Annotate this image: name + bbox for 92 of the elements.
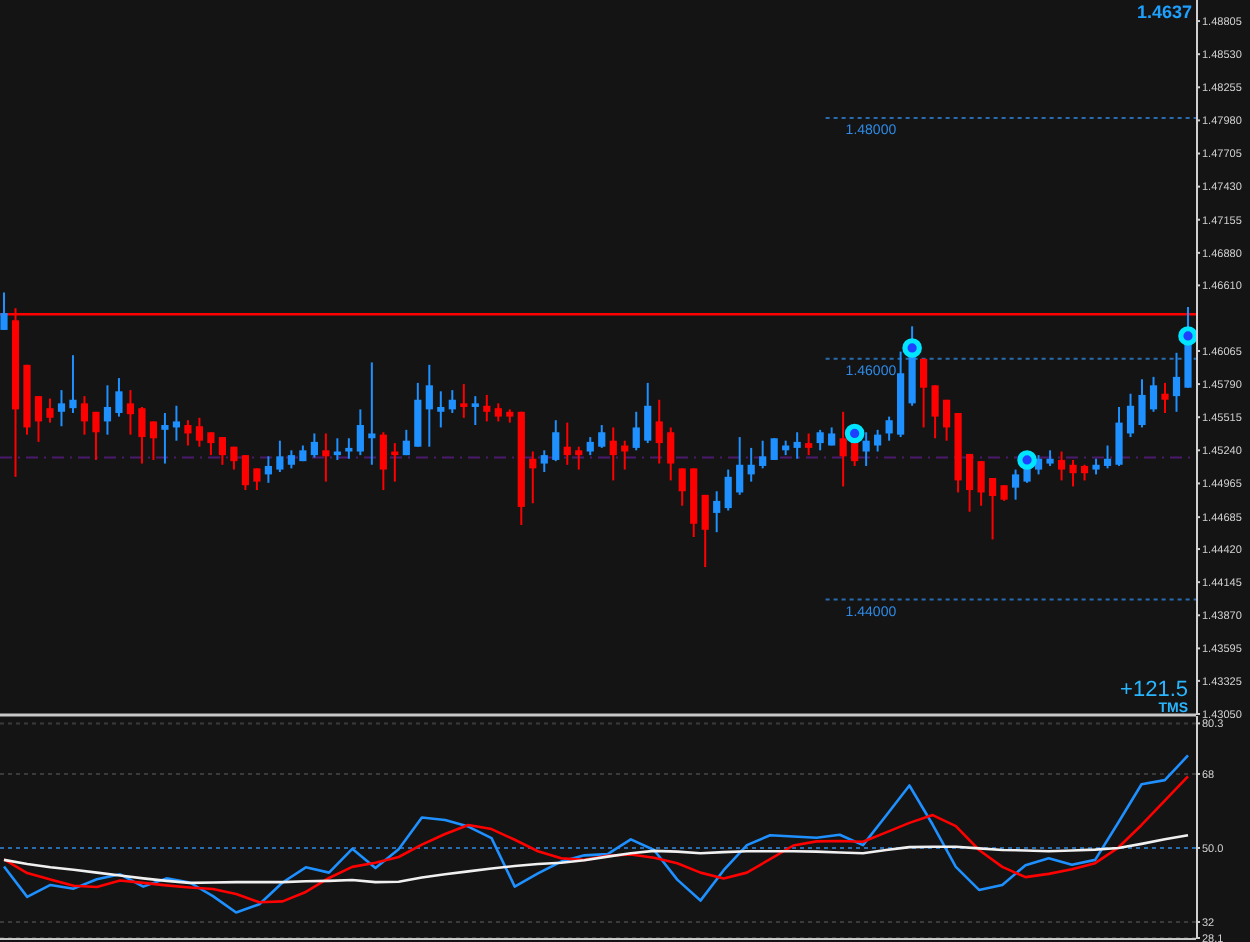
candlestick: [540, 449, 548, 473]
candlestick: [1126, 392, 1135, 439]
candlestick: [713, 490, 721, 534]
candlestick: [724, 468, 732, 512]
candlestick: [770, 437, 778, 461]
candlestick: [793, 431, 801, 460]
line-series: [2, 775, 1190, 904]
candlestick: [471, 395, 479, 427]
candlestick: [529, 450, 537, 505]
candlestick: [586, 436, 594, 457]
candlestick: [701, 493, 709, 569]
candlestick: [575, 445, 583, 471]
candlestick: [632, 410, 640, 452]
candlestick: [678, 467, 686, 507]
candlestick: [241, 454, 249, 492]
candlestick: [92, 410, 100, 461]
line-series: [2, 754, 1190, 914]
candlestick: [103, 384, 112, 436]
candlestick: [759, 439, 767, 470]
point: [1017, 450, 1037, 470]
candlestick: [494, 402, 502, 423]
candlestick: [644, 381, 652, 445]
candlestick: [287, 449, 295, 470]
candlestick: [80, 395, 89, 436]
candlestick: [172, 404, 181, 442]
candlestick: [1011, 468, 1020, 501]
candlestick: [1103, 444, 1112, 470]
point: [1178, 326, 1198, 346]
candlestick: [943, 398, 951, 442]
candlestick: [839, 410, 847, 488]
candlestick: [1161, 381, 1169, 414]
candlestick: [0, 291, 8, 331]
candlestick: [46, 397, 54, 424]
candlestick: [862, 431, 870, 467]
candlestick: [1172, 351, 1181, 413]
candlestick: [460, 383, 468, 419]
candlestick: [448, 389, 456, 414]
candlestick: [1057, 450, 1066, 482]
candlestick: [34, 395, 43, 443]
candlestick: [1138, 378, 1146, 429]
candlestick: [276, 439, 284, 473]
annotation: +121.5: [1120, 678, 1188, 702]
candlestick: [368, 361, 376, 466]
candlestick: [736, 436, 744, 496]
candlestick: [920, 357, 928, 429]
candlestick: [667, 426, 675, 482]
candlestick: [264, 455, 272, 484]
line-series: [2, 833, 1190, 885]
candlestick: [149, 420, 158, 461]
candlestick: [988, 477, 997, 541]
candlestick: [805, 432, 813, 457]
candlestick: [874, 428, 882, 453]
candlestick: [965, 452, 974, 513]
candlestick: [851, 439, 859, 467]
candlestick: [747, 446, 755, 483]
candlestick: [345, 437, 353, 460]
candlestick: [115, 377, 123, 418]
candlestick: [563, 421, 571, 466]
candlestick: [402, 428, 410, 457]
candlestick: [184, 419, 192, 447]
candlestick: [161, 411, 169, 465]
candlestick: [483, 393, 491, 423]
candlestick: [379, 431, 387, 492]
candlestick: [57, 389, 66, 428]
annotation: 1.4637: [1136, 2, 1192, 22]
candlestick: [977, 460, 985, 507]
candlestick: [253, 467, 261, 492]
candlestick: [425, 363, 433, 448]
candlestick: [356, 408, 364, 457]
candlestick: [1069, 458, 1077, 488]
candlestick: [931, 384, 939, 440]
candlestick: [69, 354, 77, 414]
candlestick: [816, 428, 824, 452]
candlestick: [621, 439, 629, 471]
candlestick: [437, 390, 445, 429]
candlestick: [218, 436, 227, 466]
candlestick: [1115, 405, 1123, 467]
candlestick: [1149, 375, 1158, 413]
candlestick: [138, 405, 146, 465]
candlestick: [598, 424, 606, 449]
candlestick: [322, 432, 330, 483]
candlestick: [552, 419, 560, 463]
candlestick: [655, 398, 663, 465]
candlestick: [126, 389, 135, 436]
point: [902, 338, 922, 358]
candlestick: [195, 416, 204, 448]
candlestick: [207, 431, 215, 457]
candlestick: [885, 415, 893, 442]
candlestick: [609, 426, 617, 482]
candlestick: [310, 432, 318, 459]
point: [844, 423, 865, 444]
candlestick: [414, 381, 422, 448]
